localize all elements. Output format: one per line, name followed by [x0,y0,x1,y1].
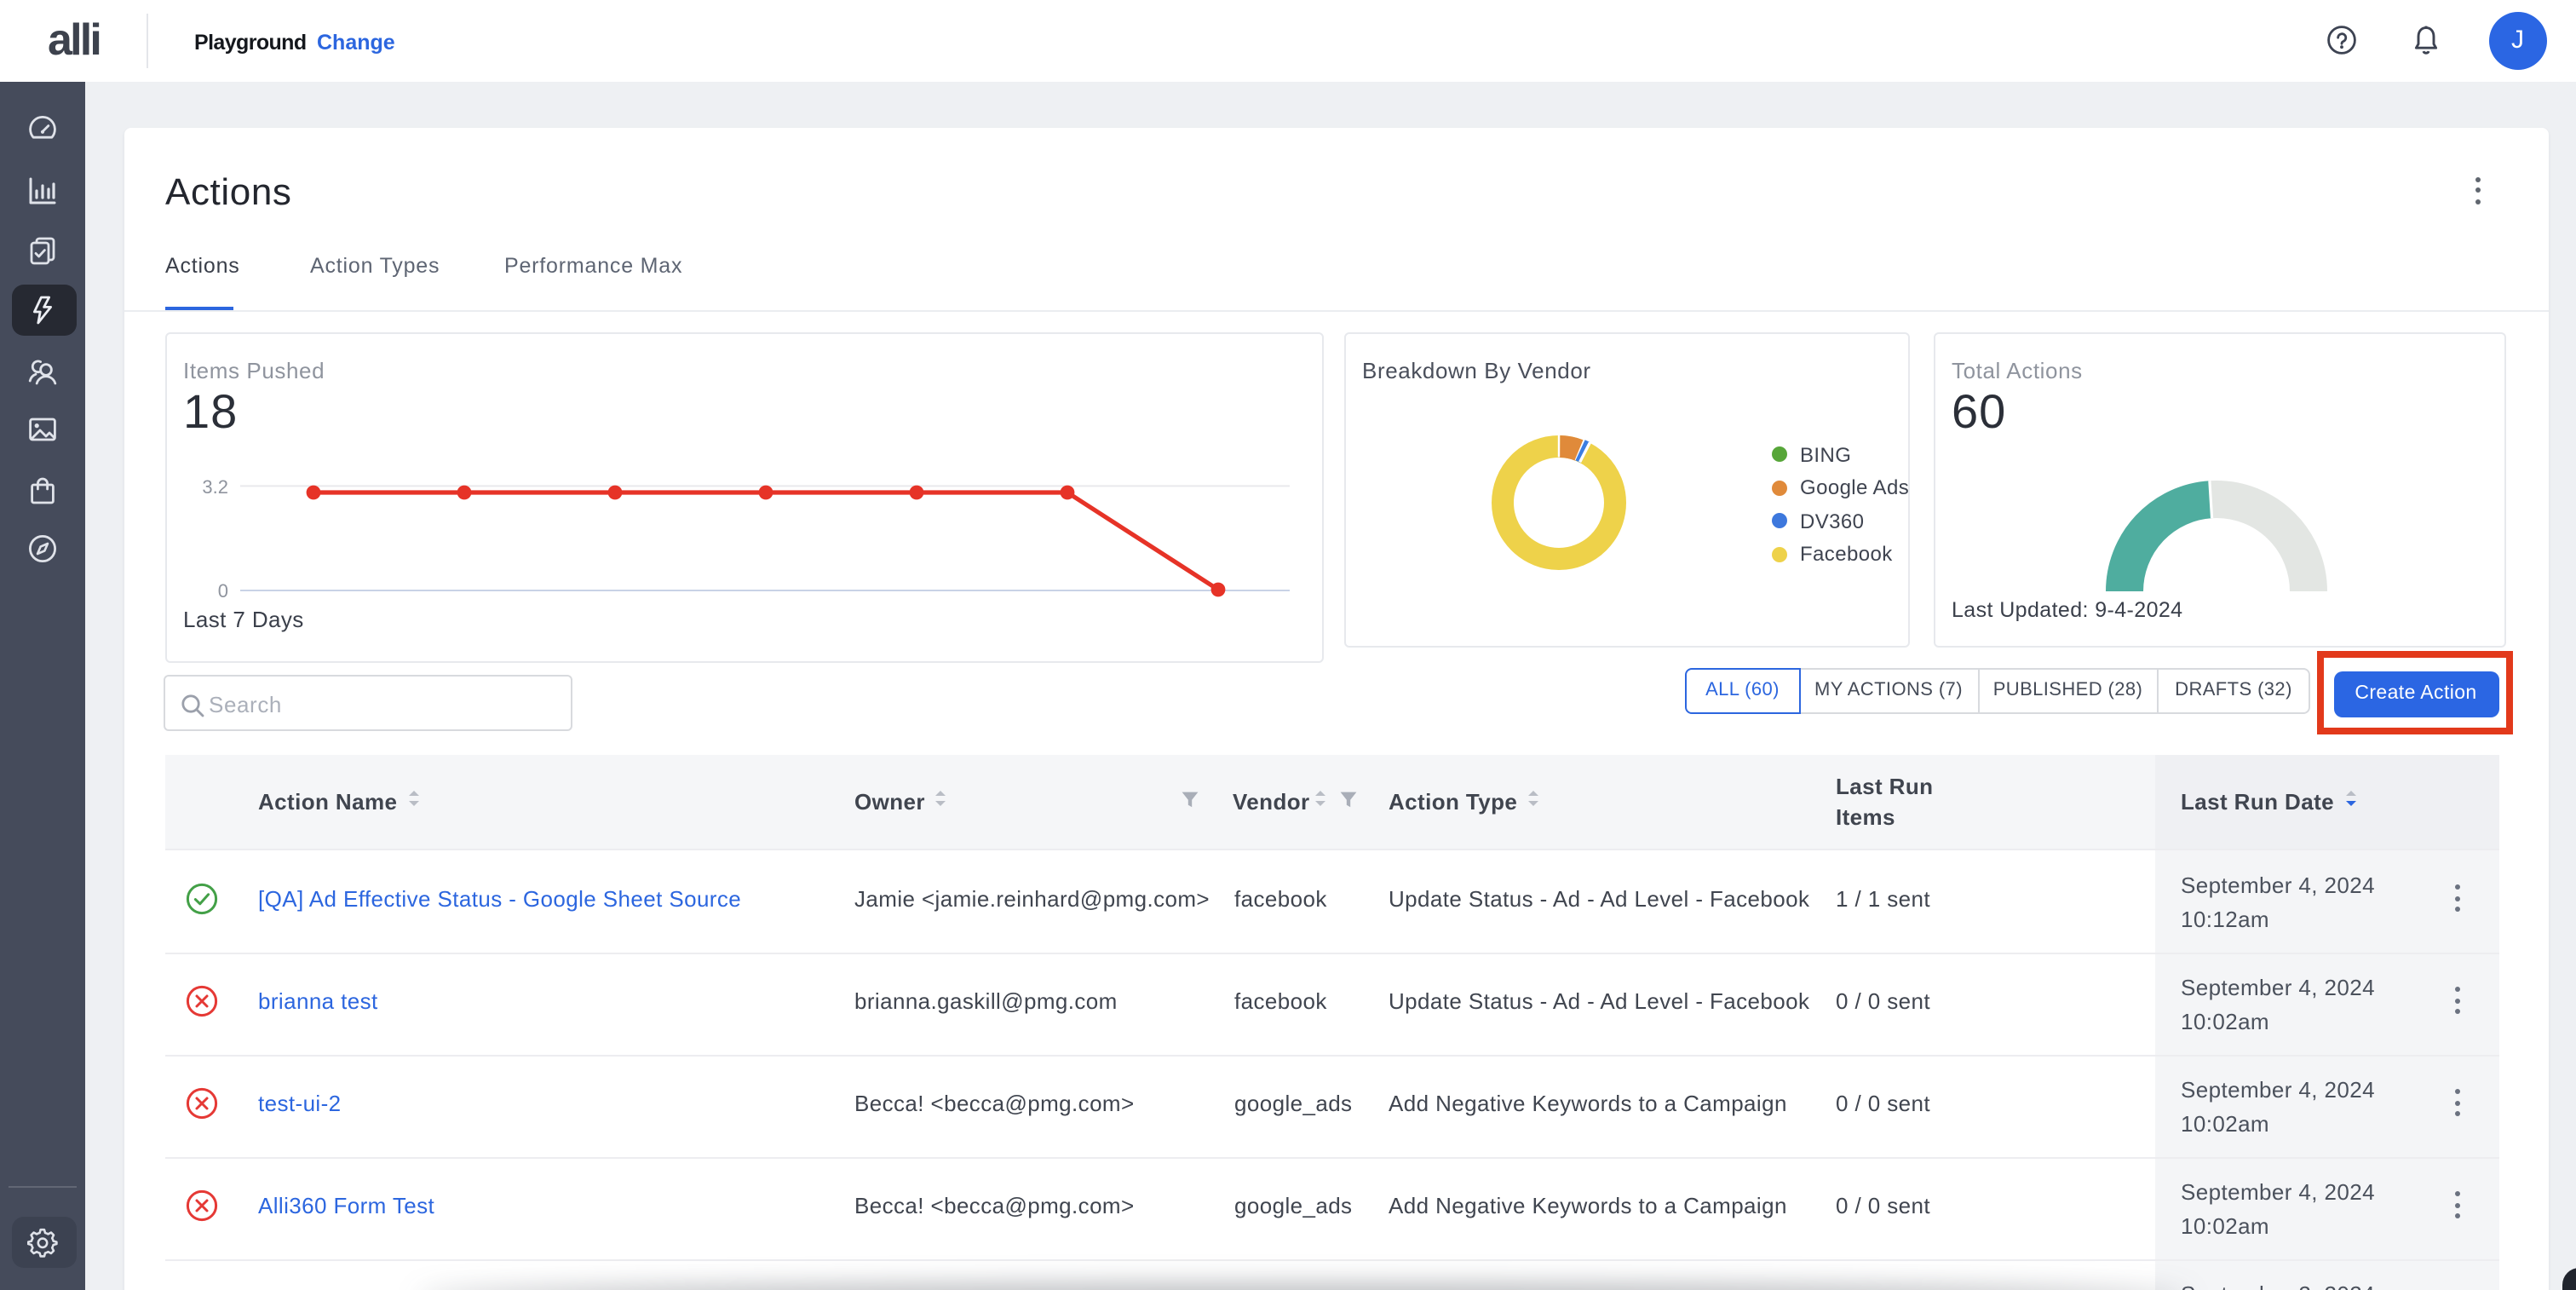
svg-text:0: 0 [217,579,227,601]
svg-text:3.2: 3.2 [201,475,227,497]
